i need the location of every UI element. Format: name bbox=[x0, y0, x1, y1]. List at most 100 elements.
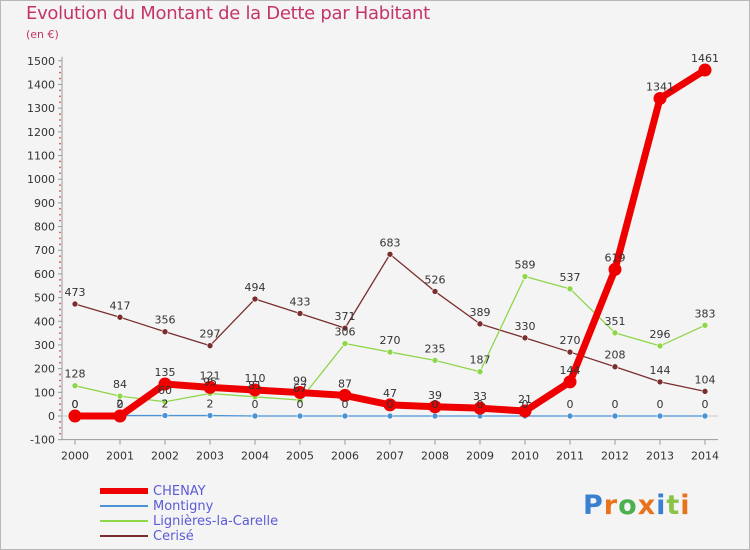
y-minor-tick bbox=[59, 261, 61, 263]
x-tick-label: 2011 bbox=[556, 450, 584, 463]
x-tick-label: 2009 bbox=[466, 450, 494, 463]
y-minor-tick bbox=[59, 119, 61, 121]
y-minor-tick bbox=[59, 148, 61, 151]
y-tick-label: 1200 bbox=[27, 126, 55, 139]
data-label-lignieres-la-carelle: 270 bbox=[380, 334, 401, 347]
data-point-chenay bbox=[653, 91, 667, 105]
y-minor-tick bbox=[59, 302, 61, 305]
y-tick-label: 200 bbox=[34, 363, 55, 376]
data-label-montigny: 2 bbox=[117, 398, 124, 411]
y-minor-tick bbox=[59, 385, 61, 388]
data-point-montigny bbox=[341, 412, 349, 420]
data-label-montigny: 2 bbox=[207, 398, 214, 411]
y-minor-tick bbox=[59, 403, 61, 406]
data-label-montigny: 0 bbox=[477, 398, 484, 411]
data-label-cerise: 389 bbox=[470, 306, 491, 319]
data-point-cerise bbox=[611, 363, 619, 371]
x-tick-label: 2010 bbox=[511, 450, 539, 463]
data-label-chenay: 33 bbox=[473, 390, 487, 403]
data-label-lignieres-la-carelle: 296 bbox=[650, 328, 671, 341]
y-minor-tick bbox=[59, 278, 61, 281]
data-point-lignieres-la-carelle bbox=[71, 382, 79, 389]
y-minor-tick bbox=[59, 314, 61, 317]
data-label-cerise: 270 bbox=[560, 334, 581, 347]
data-label-cerise: 417 bbox=[110, 299, 131, 312]
data-point-montigny bbox=[251, 412, 259, 420]
legend-label: Montigny bbox=[153, 499, 214, 514]
data-label-chenay: 1341 bbox=[646, 80, 674, 93]
y-minor-tick bbox=[59, 255, 61, 258]
data-point-cerise bbox=[296, 310, 304, 317]
data-point-cerise bbox=[206, 342, 214, 349]
y-tick-label: 500 bbox=[34, 292, 55, 305]
data-point-chenay bbox=[293, 386, 307, 400]
y-tick-label: 1300 bbox=[27, 102, 55, 115]
logo-letter: i bbox=[680, 490, 691, 521]
proxiti-logo: Proxiti bbox=[583, 490, 691, 521]
data-point-montigny bbox=[431, 412, 439, 420]
data-label-montigny: 0 bbox=[297, 398, 304, 411]
y-tick-label: 1100 bbox=[27, 150, 55, 163]
y-minor-tick bbox=[59, 373, 61, 376]
logo-letter: r bbox=[603, 490, 619, 521]
data-label-chenay: 47 bbox=[383, 387, 397, 400]
data-label-cerise: 330 bbox=[515, 320, 536, 333]
x-tick-label: 2003 bbox=[196, 450, 224, 463]
data-point-chenay bbox=[68, 409, 82, 423]
data-point-cerise bbox=[251, 295, 259, 303]
data-label-chenay: 0 bbox=[72, 398, 79, 411]
y-minor-tick bbox=[59, 101, 61, 104]
y-tick-label: 600 bbox=[34, 268, 55, 281]
y-minor-tick bbox=[59, 349, 61, 352]
data-point-chenay bbox=[338, 388, 352, 402]
data-label-montigny: 0 bbox=[702, 398, 709, 411]
x-tick-label: 2006 bbox=[331, 450, 359, 463]
data-point-lignieres-la-carelle bbox=[521, 273, 529, 280]
data-point-chenay bbox=[203, 380, 217, 394]
data-label-lignieres-la-carelle: 67 bbox=[293, 382, 307, 395]
line-chart: -100010020030040050060070080090010001100… bbox=[27, 52, 719, 463]
data-point-montigny bbox=[566, 412, 574, 420]
legend-label: Lignières-la-Carelle bbox=[153, 514, 279, 529]
logo-letter: o bbox=[618, 490, 638, 521]
x-tick-label: 2012 bbox=[601, 450, 629, 463]
data-label-lignieres-la-carelle: 60 bbox=[158, 384, 172, 397]
y-minor-tick bbox=[59, 160, 61, 163]
y-minor-tick bbox=[59, 207, 61, 210]
data-label-lignieres-la-carelle: 589 bbox=[515, 259, 536, 272]
data-point-lignieres-la-carelle bbox=[476, 368, 484, 376]
y-tick-label: 0 bbox=[48, 410, 55, 423]
data-label-cerise: 683 bbox=[380, 236, 401, 249]
data-point-cerise bbox=[476, 320, 484, 328]
y-minor-tick bbox=[59, 190, 61, 192]
data-label-chenay: 87 bbox=[338, 377, 352, 390]
data-label-lignieres-la-carelle: 128 bbox=[65, 368, 86, 381]
y-minor-tick bbox=[59, 125, 61, 127]
legend-swatch bbox=[100, 505, 148, 507]
y-minor-tick bbox=[59, 421, 61, 423]
y-minor-tick bbox=[59, 290, 61, 293]
data-point-chenay bbox=[473, 401, 487, 415]
chart-unit-label: (en €) bbox=[26, 28, 59, 41]
logo-letter: t bbox=[666, 490, 681, 521]
data-point-montigny bbox=[656, 412, 664, 420]
data-point-montigny bbox=[386, 412, 394, 420]
data-point-cerise bbox=[431, 288, 439, 295]
data-label-cerise: 144 bbox=[650, 364, 671, 377]
data-label-chenay: 144 bbox=[560, 364, 581, 377]
y-minor-tick bbox=[59, 219, 61, 222]
data-label-montigny: 0 bbox=[252, 398, 259, 411]
data-point-chenay bbox=[698, 63, 712, 77]
data-point-cerise bbox=[656, 378, 664, 386]
data-point-lignieres-la-carelle bbox=[701, 322, 709, 329]
data-label-cerise: 494 bbox=[245, 281, 266, 294]
data-label-lignieres-la-carelle: 383 bbox=[695, 307, 716, 320]
y-minor-tick bbox=[59, 379, 61, 382]
data-label-montigny: 0 bbox=[567, 398, 574, 411]
data-label-cerise: 473 bbox=[65, 286, 86, 299]
y-tick-label: 1000 bbox=[27, 173, 55, 186]
y-minor-tick bbox=[59, 172, 61, 175]
data-label-montigny: 0 bbox=[72, 398, 79, 411]
data-point-montigny bbox=[701, 412, 709, 420]
